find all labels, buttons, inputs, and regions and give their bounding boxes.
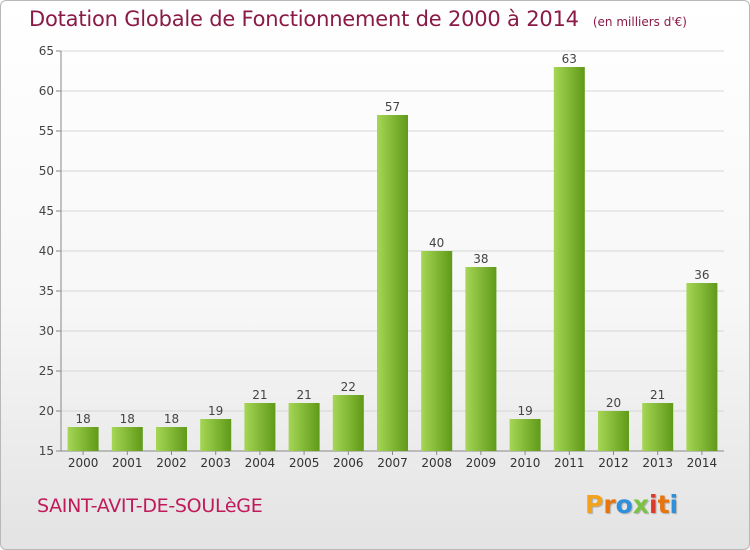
y-axis-ticks: 15 20 25 30 35 40 45 50 55 60 65 bbox=[39, 44, 61, 458]
data-label-2000: 18 bbox=[75, 412, 90, 426]
data-label-2005: 21 bbox=[296, 388, 311, 402]
data-label-2011: 63 bbox=[562, 52, 577, 66]
data-label-2008: 40 bbox=[429, 236, 444, 250]
y-tick-label: 45 bbox=[39, 204, 54, 218]
chart-unit: (en milliers d'€) bbox=[592, 15, 687, 29]
x-tick-label-2001: 2001 bbox=[112, 456, 143, 470]
y-tick-label: 40 bbox=[39, 244, 54, 258]
x-tick-label-2006: 2006 bbox=[333, 456, 364, 470]
bar-2010 bbox=[509, 419, 541, 451]
commune-name: SAINT-AVIT-DE-SOULèGE bbox=[37, 495, 263, 517]
y-tick-label: 20 bbox=[39, 404, 54, 418]
chart-title: Dotation Globale de Fonctionnement de 20… bbox=[29, 7, 687, 31]
x-tick-label-2012: 2012 bbox=[598, 456, 629, 470]
bar-2004 bbox=[244, 403, 276, 451]
bar-2002 bbox=[156, 427, 187, 451]
data-label-2002: 18 bbox=[164, 412, 179, 426]
logo-letter: P bbox=[585, 490, 604, 519]
x-tick-label-2010: 2010 bbox=[510, 456, 541, 470]
bar-2012 bbox=[598, 411, 629, 451]
data-label-2014: 36 bbox=[694, 268, 709, 282]
x-tick-label-2005: 2005 bbox=[289, 456, 320, 470]
x-tick-label-2011: 2011 bbox=[554, 456, 585, 470]
bar-2001 bbox=[111, 427, 143, 451]
data-label-2006: 22 bbox=[341, 380, 356, 394]
bar-2000 bbox=[67, 427, 99, 451]
x-tick-label-2000: 2000 bbox=[68, 456, 99, 470]
x-tick-label-2013: 2013 bbox=[642, 456, 673, 470]
y-tick-label: 55 bbox=[39, 124, 54, 138]
y-tick-label: 65 bbox=[39, 44, 54, 58]
data-label-2013: 21 bbox=[650, 388, 665, 402]
bar-2011 bbox=[553, 67, 585, 451]
y-tick-label: 35 bbox=[39, 284, 54, 298]
data-label-2007: 57 bbox=[385, 100, 400, 114]
bar-2005 bbox=[288, 403, 320, 451]
x-tick-label-2014: 2014 bbox=[687, 456, 718, 470]
x-tick-label-2007: 2007 bbox=[377, 456, 408, 470]
y-tick-label: 15 bbox=[39, 444, 54, 458]
bar-2003 bbox=[200, 419, 232, 451]
proxiti-logo[interactable]: Proxiti bbox=[585, 490, 678, 519]
bar-2013 bbox=[642, 403, 674, 451]
y-tick-label: 60 bbox=[39, 84, 54, 98]
chart-title-text: Dotation Globale de Fonctionnement de 20… bbox=[29, 7, 579, 31]
logo-letter: i bbox=[649, 490, 658, 519]
x-tick-label-2002: 2002 bbox=[156, 456, 187, 470]
x-tick-label-2003: 2003 bbox=[200, 456, 231, 470]
y-tick-label: 30 bbox=[39, 324, 54, 338]
logo-letter: r bbox=[603, 490, 616, 519]
data-label-2012: 20 bbox=[606, 396, 621, 410]
data-labels: 18 18 18 19 21 21 22 57 40 38 19 63 20 21 36 bbox=[75, 52, 709, 426]
y-tick-label: 25 bbox=[39, 364, 54, 378]
y-tick-label: 50 bbox=[39, 164, 54, 178]
logo-letter: t bbox=[657, 490, 670, 519]
x-tick-label-2009: 2009 bbox=[466, 456, 497, 470]
logo-letter: x bbox=[632, 490, 649, 519]
data-label-2004: 21 bbox=[252, 388, 267, 402]
x-tick-label-2008: 2008 bbox=[421, 456, 452, 470]
data-label-2010: 19 bbox=[517, 404, 532, 418]
data-label-2009: 38 bbox=[473, 252, 488, 266]
bar-2009 bbox=[465, 267, 497, 451]
bar-2006 bbox=[332, 395, 364, 451]
bar-2008 bbox=[421, 251, 453, 451]
data-label-2003: 19 bbox=[208, 404, 223, 418]
bar-2007 bbox=[377, 115, 408, 451]
bar-2014 bbox=[686, 283, 718, 451]
bars bbox=[67, 67, 718, 451]
logo-letter: i bbox=[669, 490, 679, 519]
logo-letter: o bbox=[615, 490, 633, 519]
data-label-2001: 18 bbox=[120, 412, 135, 426]
x-axis-ticks: 2000 2001 2002 2003 2004 2005 2006 2007 2008 2009… bbox=[68, 451, 717, 470]
x-tick-label-2004: 2004 bbox=[245, 456, 276, 470]
